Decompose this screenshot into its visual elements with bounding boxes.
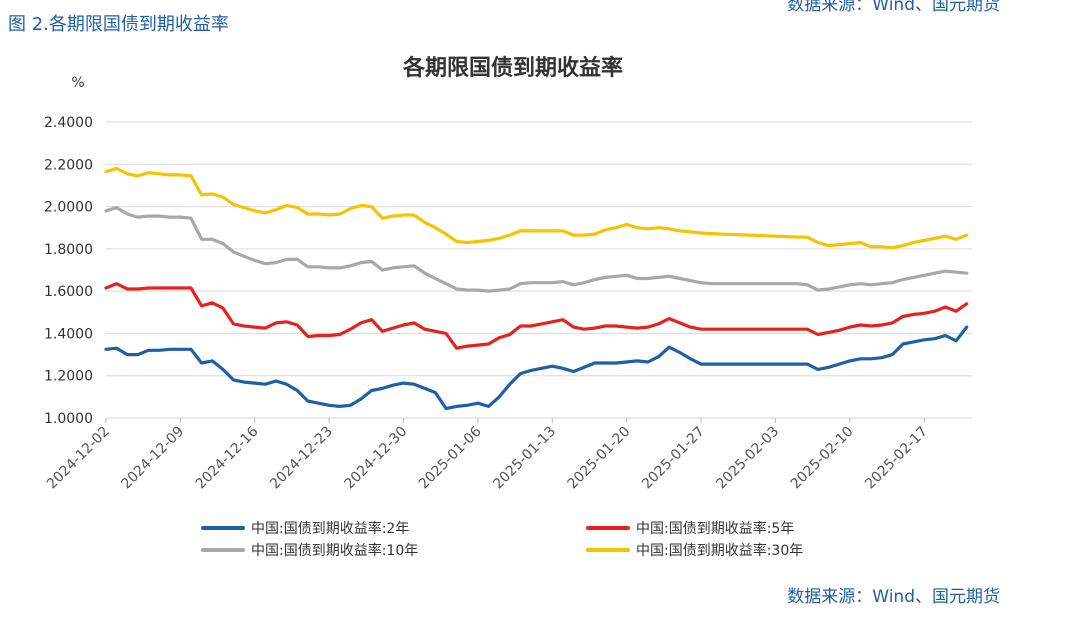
top-source-note: 数据来源：Wind、国元期货 <box>787 0 1000 15</box>
y-tick-label: 2.0000 <box>44 200 93 216</box>
y-tick-label: 1.6000 <box>44 284 93 300</box>
series-lines <box>104 166 969 411</box>
series-line-0 <box>104 325 969 411</box>
x-tick-label: 2024-12-02 <box>44 424 113 493</box>
y-tick-label: 2.4000 <box>44 115 93 131</box>
x-tick-label: 2024-12-23 <box>267 424 336 493</box>
grid-lines <box>106 121 972 419</box>
y-tick-labels: 1.0000 1.2000 1.4000 1.6000 1.8000 2.0000 2.20… <box>44 115 93 427</box>
y-tick-label: 1.8000 <box>44 242 93 258</box>
series-line-3 <box>104 166 969 250</box>
series-line-1 <box>104 282 969 350</box>
y-axis-unit: % <box>71 75 84 91</box>
x-tick-label: 2024-12-30 <box>341 424 410 493</box>
x-tick-label: 2025-01-27 <box>639 424 708 493</box>
x-tick-label: 2025-02-17 <box>862 424 931 493</box>
source-note: 数据来源：Wind、国元期货 <box>787 587 1000 607</box>
x-tick-label: 2025-01-06 <box>416 423 485 492</box>
x-tick-label: 2024-12-16 <box>193 423 262 492</box>
chart-title: 各期限国债到期收益率 <box>402 55 623 81</box>
y-tick-label: 1.0000 <box>44 411 93 427</box>
legend-label: 中国:国债到期收益率:5年 <box>636 520 794 537</box>
figure-label: 图 2.各期限国债到期收益率 <box>8 14 229 35</box>
x-tick-label: 2025-02-10 <box>788 424 857 493</box>
x-tick-label: 2025-01-20 <box>565 424 634 493</box>
legend-label: 中国:国债到期收益率:10年 <box>251 542 418 559</box>
x-tick-label: 2025-02-03 <box>713 424 782 493</box>
x-tick-labels: 2024-12-02 2024-12-09 2024-12-16 2024-12-23… <box>44 418 931 492</box>
legend-label: 中国:国债到期收益率:30年 <box>636 542 803 559</box>
y-tick-label: 2.2000 <box>44 157 93 173</box>
y-tick-label: 1.2000 <box>44 369 93 385</box>
y-tick-label: 1.4000 <box>44 326 93 342</box>
legend-label: 中国:国债到期收益率:2年 <box>251 520 409 537</box>
x-tick-label: 2024-12-09 <box>118 424 187 493</box>
legend: 中国:国债到期收益率:2年 中国:国债到期收益率:5年中国:国债到期收益率:10年… <box>201 520 803 559</box>
series-line-2 <box>104 206 969 293</box>
x-tick-label: 2025-01-13 <box>490 424 559 493</box>
